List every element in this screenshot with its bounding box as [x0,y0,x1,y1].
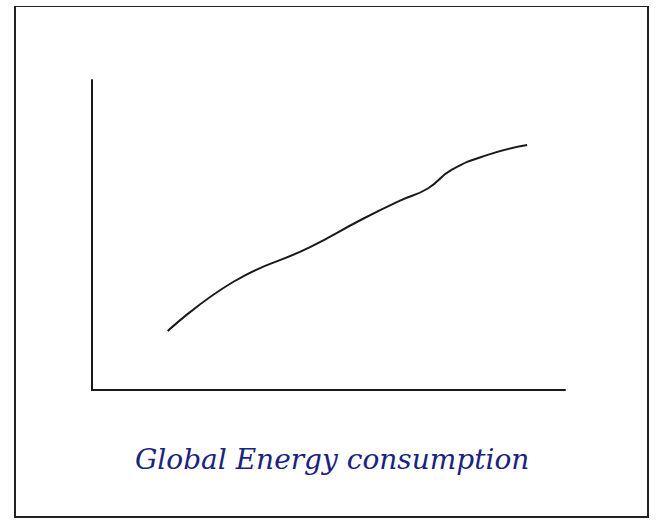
svg-text:Global Energy consumption: Global Energy consumption [135,443,529,476]
